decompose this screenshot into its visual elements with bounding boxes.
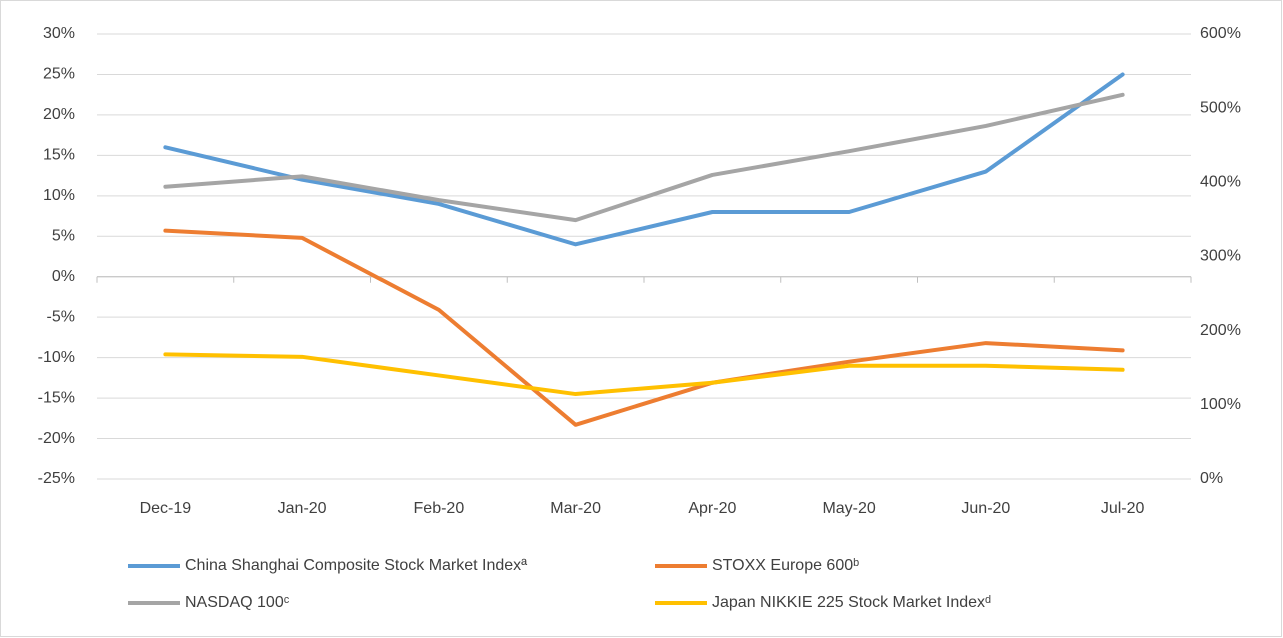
series-line: [163, 72, 1125, 247]
y2-tick-label: 600%: [1200, 25, 1241, 42]
x-tick-label: May-20: [822, 500, 875, 517]
x-tick-label: Feb-20: [414, 500, 465, 517]
y2-tick-label: 500%: [1200, 99, 1241, 116]
legend-label: Japan NIKKIE 225 Stock Market Indexᵈ: [712, 594, 991, 611]
y-tick-label: -25%: [38, 470, 75, 487]
y2-tick-label: 0%: [1200, 470, 1223, 487]
y-tick-label: 20%: [43, 106, 75, 123]
y-tick-label: 30%: [43, 25, 75, 42]
y-tick-label: 15%: [43, 147, 75, 164]
x-tick-label: Jul-20: [1101, 500, 1145, 517]
y-tick-label: -5%: [47, 308, 75, 325]
series-line: [163, 352, 1125, 397]
y2-tick-label: 400%: [1200, 174, 1241, 191]
y-tick-label: 25%: [43, 66, 75, 83]
y-tick-label: 5%: [52, 227, 75, 244]
y-tick-label: -10%: [38, 349, 75, 366]
y-tick-label: -15%: [38, 389, 75, 406]
x-tick-label: Jun-20: [961, 500, 1010, 517]
y2-tick-label: 100%: [1200, 396, 1241, 413]
x-tick-label: Mar-20: [550, 500, 601, 517]
y2-tick-label: 300%: [1200, 248, 1241, 265]
y-tick-label: 10%: [43, 187, 75, 204]
series-line: [163, 92, 1125, 223]
y-tick-label: -20%: [38, 430, 75, 447]
legend-label: China Shanghai Composite Stock Market In…: [185, 557, 527, 574]
y2-tick-label: 200%: [1200, 322, 1241, 339]
x-tick-label: Dec-19: [140, 500, 192, 517]
y-tick-label: 0%: [52, 268, 75, 285]
x-tick-label: Jan-20: [278, 500, 327, 517]
legend-label: STOXX Europe 600ᵇ: [712, 557, 859, 574]
legend-label: NASDAQ 100ᶜ: [185, 594, 290, 611]
series-line: [163, 228, 1125, 427]
x-tick-label: Apr-20: [688, 500, 736, 517]
